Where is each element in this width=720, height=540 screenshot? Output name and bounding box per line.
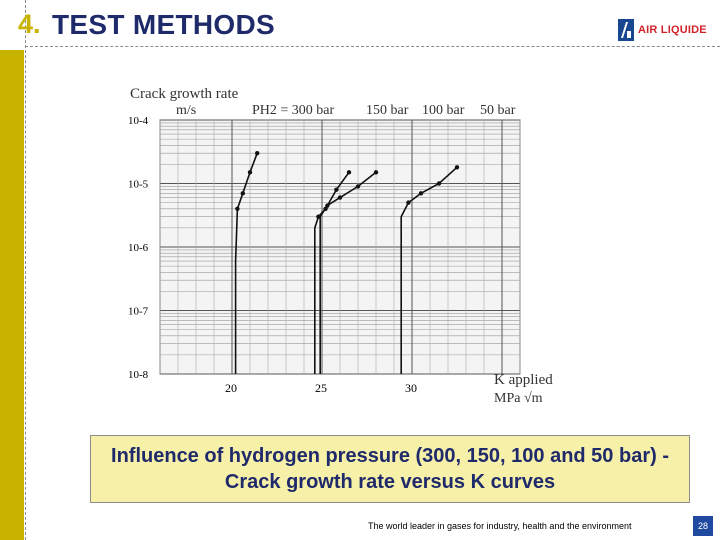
series-line-100-bar (319, 171, 377, 374)
plot-area (159, 119, 521, 375)
y-tick-label: 10-7 (128, 306, 149, 318)
y-tick-label: 10-5 (128, 179, 149, 191)
company-logo: AIR LIQUIDE (618, 18, 707, 42)
data-point (346, 170, 352, 175)
logo-mark-icon (618, 19, 634, 41)
caption-text: Influence of hydrogen pressure (300, 150… (111, 445, 669, 493)
pressure-label-50: 50 bar (480, 103, 516, 118)
data-point (454, 165, 460, 170)
series-line-300-bar (234, 152, 258, 374)
x-tick-label: 25 (315, 381, 327, 395)
x-axis-label: K applied (494, 372, 553, 388)
crack-growth-chart: Crack growth rate m/s PH2 = 300 bar 150 … (120, 76, 600, 416)
x-tick-label: 30 (405, 381, 417, 395)
data-point (436, 181, 442, 186)
data-point (240, 191, 245, 196)
pressure-label-150: 150 bar (366, 103, 409, 118)
section-number: 4. (18, 9, 41, 39)
y-axis-label: Crack growth rate (130, 86, 239, 102)
page-title: TEST METHODS (52, 9, 275, 40)
y-tick-labels: 10-4 10-5 10-6 10-7 10-8 (128, 115, 149, 381)
caption-box: Influence of hydrogen pressure (300, 150… (90, 435, 690, 503)
y-tick-label: 10-6 (128, 242, 149, 254)
vertical-guide-line (25, 0, 26, 540)
logo-text: AIR LIQUIDE (638, 24, 707, 36)
x-axis-unit: MPa √m (494, 391, 543, 406)
left-accent-bar (0, 50, 24, 540)
header-divider (25, 46, 720, 47)
y-tick-label: 10-8 (128, 369, 149, 381)
data-point (406, 200, 411, 205)
data-point (418, 191, 424, 196)
y-tick-label: 10-4 (128, 115, 149, 127)
pressure-label-100: 100 bar (422, 103, 465, 118)
data-point (235, 206, 240, 211)
data-point (325, 203, 330, 208)
data-point (247, 170, 253, 175)
footer-tagline: The world leader in gases for industry, … (368, 521, 632, 531)
y-axis-unit: m/s (176, 103, 196, 118)
pressure-label-300: PH2 = 300 bar (252, 103, 335, 118)
x-tick-label: 20 (225, 381, 237, 395)
x-tick-labels: 20 25 30 (225, 381, 417, 395)
data-point (255, 151, 260, 156)
data-point (337, 195, 343, 200)
series-line-50-bar (400, 166, 458, 374)
page-number: 28 (693, 516, 713, 536)
data-point (355, 184, 361, 189)
data-point (373, 170, 379, 175)
data-point (334, 187, 339, 192)
